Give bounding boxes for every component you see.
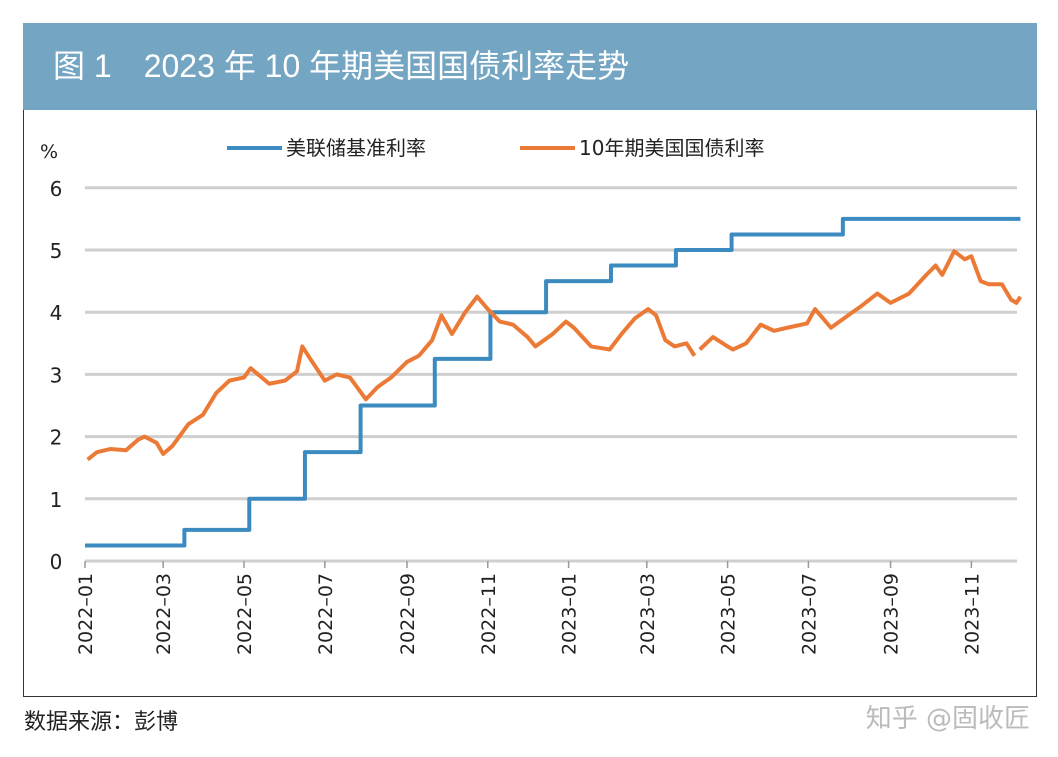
y-axis-unit: % [40,141,58,163]
x-tick-label: 2022–09 [397,573,419,655]
y-tick-label: 1 [50,488,63,512]
x-tick-label: 2023–11 [961,573,983,655]
x-tick-label: 2022–11 [478,573,500,655]
x-tick-label: 2022–07 [315,573,337,655]
y-tick-label: 3 [50,363,63,387]
x-tick-label: 2023–09 [881,573,903,655]
y-tick-label: 6 [50,177,63,201]
y-tick-label: 4 [50,301,63,325]
x-tick-label: 2023–01 [559,573,581,655]
x-tick-label: 2023–07 [798,573,820,655]
chart-frame [23,110,1037,697]
y-tick-label: 5 [50,239,63,263]
chart-title: 图 1 2023 年 10 年期美国国债利率走势 [23,23,1037,110]
x-tick-label: 2023–05 [718,573,740,655]
watermark: 知乎 @固收匠 [865,704,1030,734]
series-line-2 [86,249,1023,462]
legend-label: 10年期美国国债利率 [579,136,764,160]
series-line-1 [85,216,1021,548]
legend-label: 美联储基准利率 [286,136,426,160]
x-tick-label: 2022–05 [234,573,256,655]
x-tick-label: 2023–03 [637,573,659,655]
source-note: 数据来源：彭博 [24,710,179,735]
y-tick-label: 2 [50,426,63,450]
x-tick-label: 2022–01 [75,573,97,655]
x-tick-label: 2022–03 [153,573,175,655]
y-tick-label: 0 [50,550,63,574]
